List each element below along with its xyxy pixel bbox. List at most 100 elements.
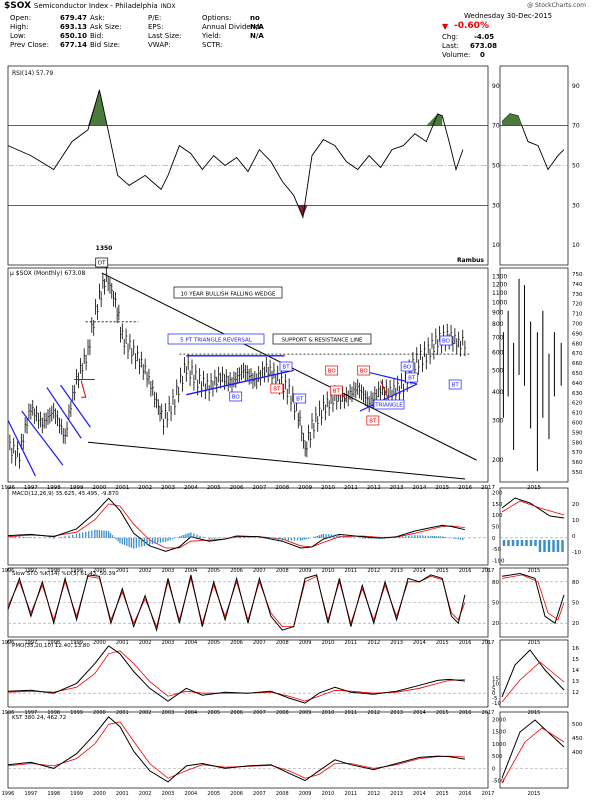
x-tick-label: 2014: [413, 710, 426, 716]
support-resistance-label-box: [272, 333, 372, 345]
change-percent: -0.60%: [454, 21, 489, 31]
bt-label: BT: [369, 419, 377, 425]
channel-line: [21, 410, 64, 466]
quote-label: EPS:: [148, 23, 164, 31]
x-tick-label: 2013: [390, 485, 404, 491]
bt-label: BT: [296, 397, 304, 403]
x-tick-label: 1999: [70, 710, 83, 716]
x-tick-label: 2001: [116, 640, 129, 646]
x-tick-label: 2012: [367, 710, 380, 716]
side-y-tick-label: 15: [572, 657, 579, 663]
rsi-overbought-fill: [426, 113, 443, 126]
x-tick-label: 1998: [47, 568, 60, 574]
x-tick-label: 2004: [184, 791, 197, 797]
x-tick-label: 2012: [367, 640, 380, 646]
bt-label: BT: [333, 389, 341, 395]
panel-title: μ $SOX (Monthly) 673.08: [10, 270, 85, 277]
exchange: INDX: [160, 3, 176, 10]
x-tick-label: 2009: [299, 791, 312, 797]
panel-frame: [7, 639, 489, 708]
bo-label-box: [439, 335, 453, 346]
x-tick-label: 2008: [276, 568, 289, 574]
signal-line: [7, 721, 465, 779]
x-tick-label: 2011: [344, 710, 357, 716]
triangle-label: TRIANGLE: [374, 403, 403, 409]
side-y-tick-label: 730: [572, 292, 583, 298]
panel-frame: [7, 487, 489, 566]
red-mark: [380, 380, 388, 398]
quote-label: Volume:: [442, 51, 471, 59]
x-tick-label: 1997: [24, 568, 37, 574]
side-x-tick-label: 2015: [527, 485, 541, 491]
x-tick-label: 2001: [115, 485, 129, 491]
quote-label: Ask:: [90, 14, 105, 22]
panel-frame: [7, 267, 489, 483]
side-x-tick-label: 2015: [528, 710, 541, 716]
bt-label-box: [448, 379, 462, 390]
x-tick-label: 2013: [390, 791, 403, 797]
side-y-tick-label: 710: [572, 312, 583, 318]
y-tick-label: 50: [492, 601, 499, 607]
side-x-tick-label: 2015: [528, 568, 541, 574]
x-tick-label: 2008: [276, 640, 289, 646]
x-tick-label: 2017: [482, 640, 495, 646]
quote-label: Open:: [10, 14, 32, 22]
x-tick-label: 2001: [116, 791, 129, 797]
side-rsi-fill: [502, 113, 522, 126]
y-tick-label: 900: [492, 310, 504, 317]
bo-label-box: [400, 361, 414, 372]
side-y-tick-label: 720: [572, 302, 583, 308]
side-y-tick-label: 610: [572, 411, 583, 417]
signal-line: [7, 503, 465, 549]
quote-label: Last:: [442, 42, 459, 50]
side-y-tick-label: 90: [572, 83, 580, 90]
x-tick-label: 2017: [481, 485, 495, 491]
quote-label: Prev Close:: [10, 41, 49, 49]
quote-date: Wednesday 30-Dec-2015: [464, 12, 553, 20]
x-tick-label: 2012: [367, 791, 380, 797]
x-tick-label: 1996: [2, 568, 15, 574]
x-tick-label: 2009: [299, 640, 312, 646]
bo-label: BO: [328, 369, 337, 375]
x-tick-label: 2015: [436, 568, 449, 574]
x-tick-label: 1999: [70, 640, 83, 646]
x-tick-label: 2005: [207, 710, 220, 716]
symbol: $SOX: [4, 1, 32, 11]
side-y-tick-label: 670: [572, 351, 583, 357]
x-tick-label: 2013: [390, 640, 403, 646]
side-y-tick-label: 680: [572, 341, 583, 347]
x-tick-label: 1996: [2, 640, 15, 646]
panel-frame: [7, 711, 489, 789]
side-y-tick-label: 640: [572, 381, 583, 387]
x-tick-label: 2005: [207, 485, 221, 491]
x-tick-label: 2007: [253, 710, 266, 716]
y-tick-label: 800: [492, 321, 504, 328]
y-tick-label: 80: [492, 580, 499, 586]
y-tick-label: 300: [492, 417, 504, 424]
quote-value: 650.10: [60, 32, 88, 40]
header-symbol: $SOX Semiconductor Index - Philadelphia …: [4, 1, 176, 11]
x-tick-label: 2005: [207, 568, 220, 574]
index-name: Semiconductor Index - Philadelphia: [33, 2, 158, 10]
quote-value: 0: [480, 51, 485, 59]
macd-line: [7, 497, 466, 552]
x-tick-label: 2008: [276, 791, 289, 797]
x-tick-label: 2002: [139, 640, 152, 646]
side-y-tick-label: 10: [572, 518, 579, 524]
panel-title: MACD(12,26,9) 35.625, 45.495, -9.870: [12, 491, 119, 497]
quote-label: Yield:: [202, 32, 222, 40]
x-tick-label: 2016: [459, 791, 472, 797]
y-tick-label: 1000: [492, 299, 507, 306]
y-tick-label: 400: [492, 389, 504, 396]
y-tick-label: -10: [492, 701, 501, 707]
bo-label: BO: [403, 365, 412, 371]
watermark-rambus: Rambus: [457, 257, 484, 264]
bt-label-box: [366, 415, 380, 426]
panel-title: PMO(35,20,10) 12.40, 13.80: [12, 643, 90, 649]
quote-label: Chg:: [442, 33, 459, 41]
x-tick-label: 1997: [24, 640, 37, 646]
y-tick-label: 100: [492, 513, 503, 519]
y-tick-label: 20: [492, 621, 499, 627]
dt-label-box: [95, 257, 109, 268]
x-tick-label: 2003: [162, 791, 175, 797]
